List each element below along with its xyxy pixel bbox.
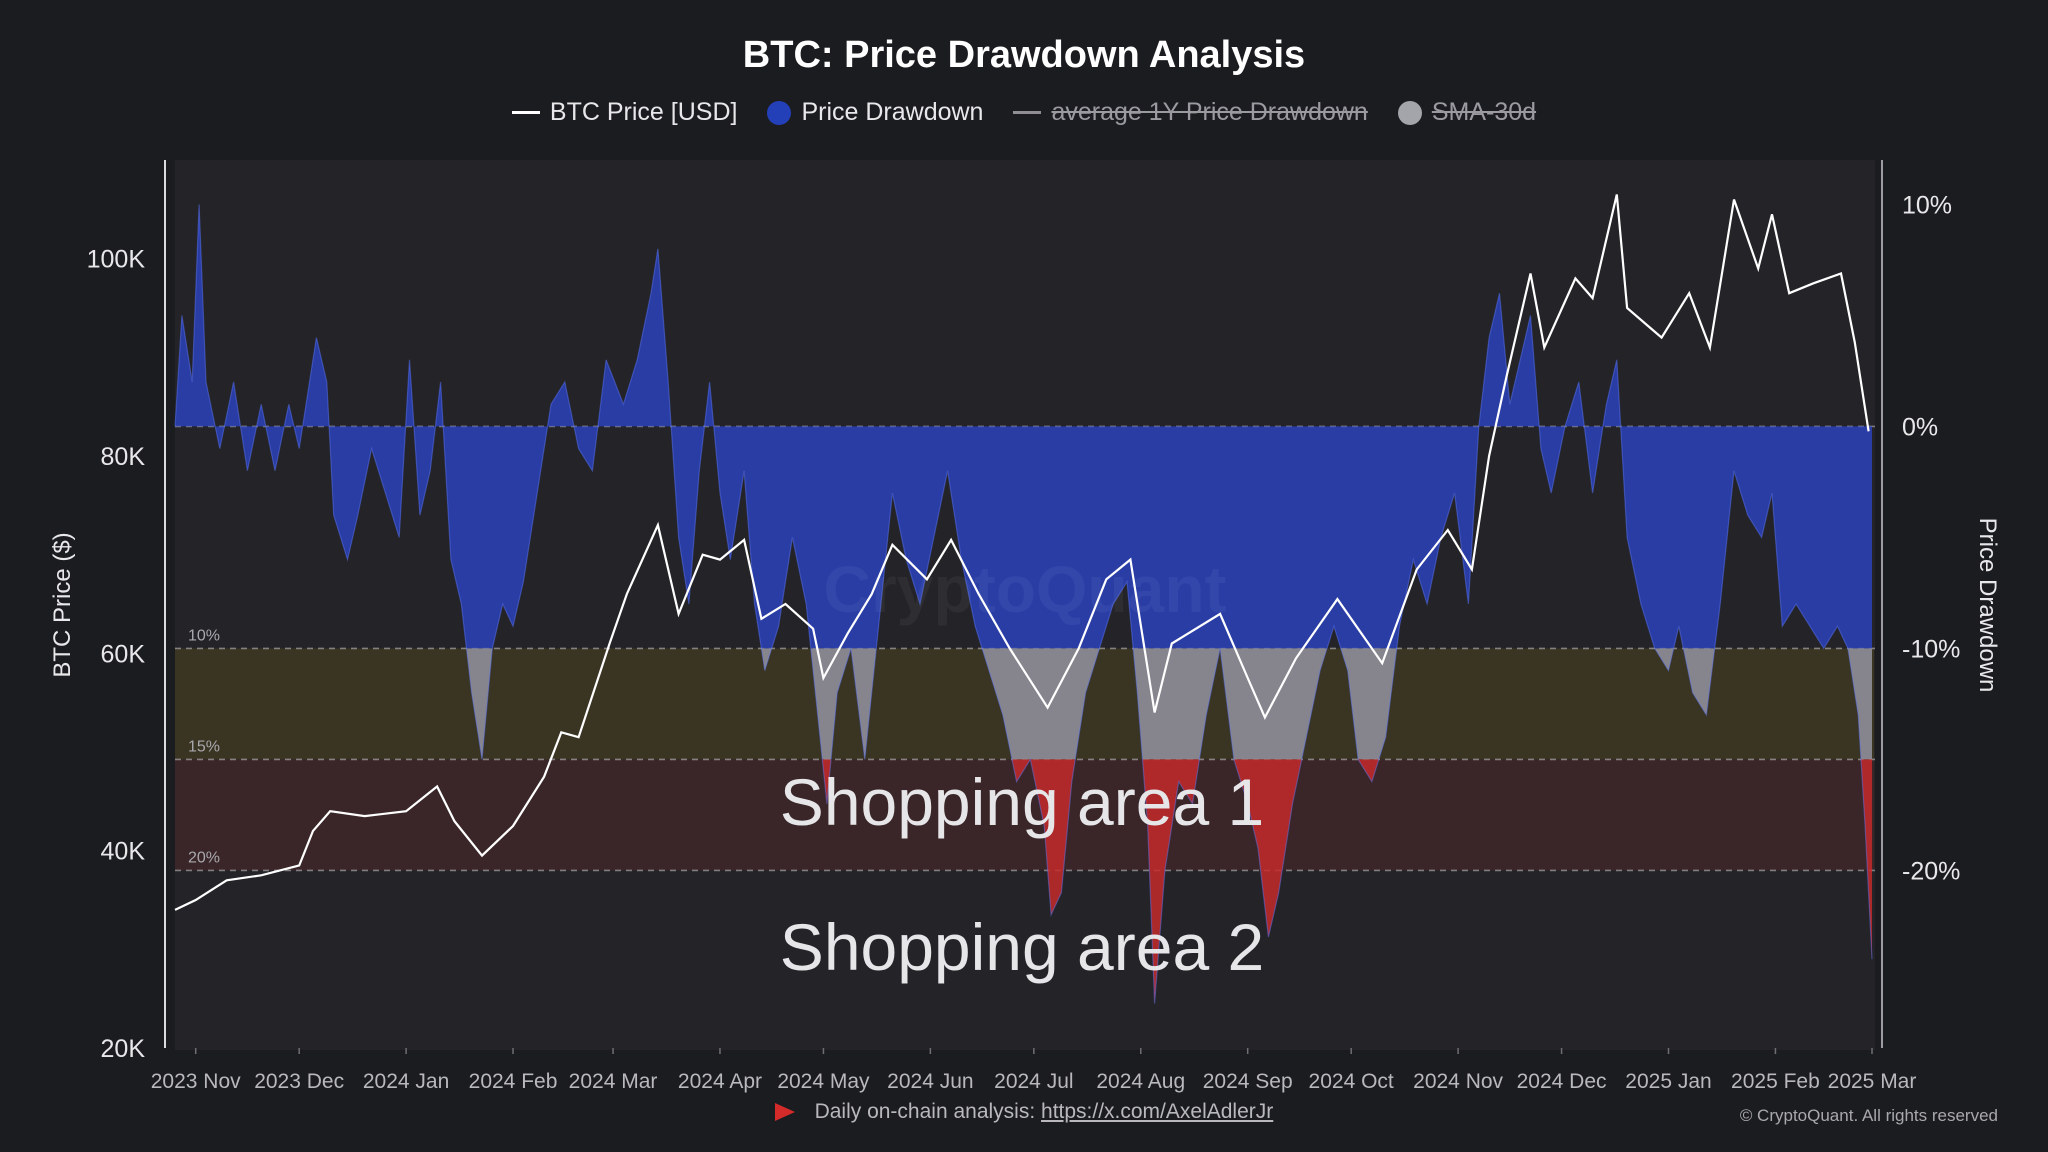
- y-right-tick-label: 0%: [1902, 413, 1938, 441]
- x-tick-label: 2025 Mar: [1828, 1070, 1917, 1093]
- legend-item-sma30[interactable]: SMA-30d: [1397, 98, 1537, 127]
- footer: Daily on-chain analysis: https://x.com/A…: [0, 1100, 2048, 1124]
- legend-label: SMA-30d: [1431, 98, 1537, 126]
- x-tick-label: 2024 Jun: [887, 1070, 973, 1093]
- zone1-label: Shopping area 1: [780, 765, 1264, 839]
- level-labels: 10% 15% 20%: [188, 627, 220, 866]
- watermark: CryptoQuant: [823, 552, 1226, 626]
- y-left-tick-label: 40K: [101, 838, 146, 866]
- x-tick-label: 2024 Apr: [678, 1070, 762, 1093]
- footer-text: Daily on-chain analysis:: [814, 1100, 1036, 1123]
- zone-band-2: [175, 759, 1874, 871]
- left-axis-ticks: 20K 40K 60K 80K 100K: [87, 246, 146, 1063]
- legend-label: Price Drawdown: [801, 98, 984, 126]
- x-axis-ticks: 2023 Nov 2023 Dec 2024 Jan 2024 Feb 2024 Mar…: [151, 1048, 1917, 1093]
- y-left-tick-label: 100K: [87, 246, 146, 274]
- y-right-tick-label: -10%: [1902, 635, 1960, 663]
- x-tick-label: 2024 Sep: [1203, 1070, 1293, 1093]
- y-left-tick-label: 80K: [101, 443, 146, 471]
- legend-label: BTC Price [USD]: [549, 98, 738, 126]
- drawdown-area: [174, 204, 1873, 1004]
- x-tick-label: 2025 Jan: [1625, 1070, 1711, 1093]
- drawdown-band-area: [466, 648, 1872, 760]
- level-label: 15%: [188, 738, 220, 755]
- x-tick-label: 2024 Dec: [1517, 1070, 1607, 1093]
- x-tick-label: 2023 Dec: [254, 1070, 344, 1093]
- x-tick-label: 2024 May: [777, 1070, 870, 1093]
- y-right-tick-label: 10%: [1902, 191, 1952, 219]
- x-tick-label: 2024 Jul: [994, 1070, 1073, 1093]
- line-swatch-icon: [511, 111, 540, 114]
- chart-title: BTC: Price Drawdown Analysis: [742, 34, 1306, 76]
- line-swatch-icon: [1013, 111, 1042, 114]
- x-tick-label: 2024 Jan: [363, 1070, 449, 1093]
- y-left-tick-label: 20K: [101, 1035, 146, 1063]
- right-axis-ticks: 10% 0% -10% -20%: [1902, 191, 1960, 885]
- y-right-title: Price Drawdown: [1974, 518, 2001, 693]
- legend-item-avg-drawdown[interactable]: average 1Y Price Drawdown: [1013, 98, 1368, 127]
- dot-swatch-icon: [1397, 100, 1422, 125]
- y-right-tick-label: -20%: [1902, 857, 1960, 885]
- legend-label: average 1Y Price Drawdown: [1051, 98, 1368, 126]
- zone2-label: Shopping area 2: [780, 910, 1264, 984]
- legend: BTC Price [USD] Price Drawdown average 1…: [0, 98, 2048, 127]
- x-tick-label: 2025 Feb: [1731, 1070, 1820, 1093]
- dot-swatch-icon: [767, 100, 792, 125]
- y-left-title: BTC Price ($): [49, 532, 76, 677]
- flag-icon: [774, 1103, 795, 1122]
- copyright: © CryptoQuant. All rights reserved: [1739, 1106, 1998, 1125]
- legend-item-btc-price[interactable]: BTC Price [USD]: [511, 98, 738, 127]
- legend-item-price-drawdown[interactable]: Price Drawdown: [767, 98, 983, 127]
- drawdown-edge-line: [174, 204, 1873, 1004]
- level-label: 10%: [188, 627, 220, 644]
- x-tick-label: 2024 Mar: [569, 1070, 658, 1093]
- drawdown-band-area: [175, 204, 1872, 649]
- x-tick-label: 2023 Nov: [151, 1070, 241, 1093]
- x-tick-label: 2024 Aug: [1096, 1070, 1185, 1093]
- x-tick-label: 2024 Oct: [1309, 1070, 1394, 1093]
- btc-price-line: [174, 194, 1870, 911]
- y-left-tick-label: 60K: [101, 640, 146, 668]
- x-tick-label: 2024 Nov: [1413, 1070, 1503, 1093]
- level-label: 20%: [188, 849, 220, 866]
- x-tick-label: 2024 Feb: [469, 1070, 558, 1093]
- footer-link[interactable]: https://x.com/AxelAdlerJr: [1041, 1100, 1274, 1123]
